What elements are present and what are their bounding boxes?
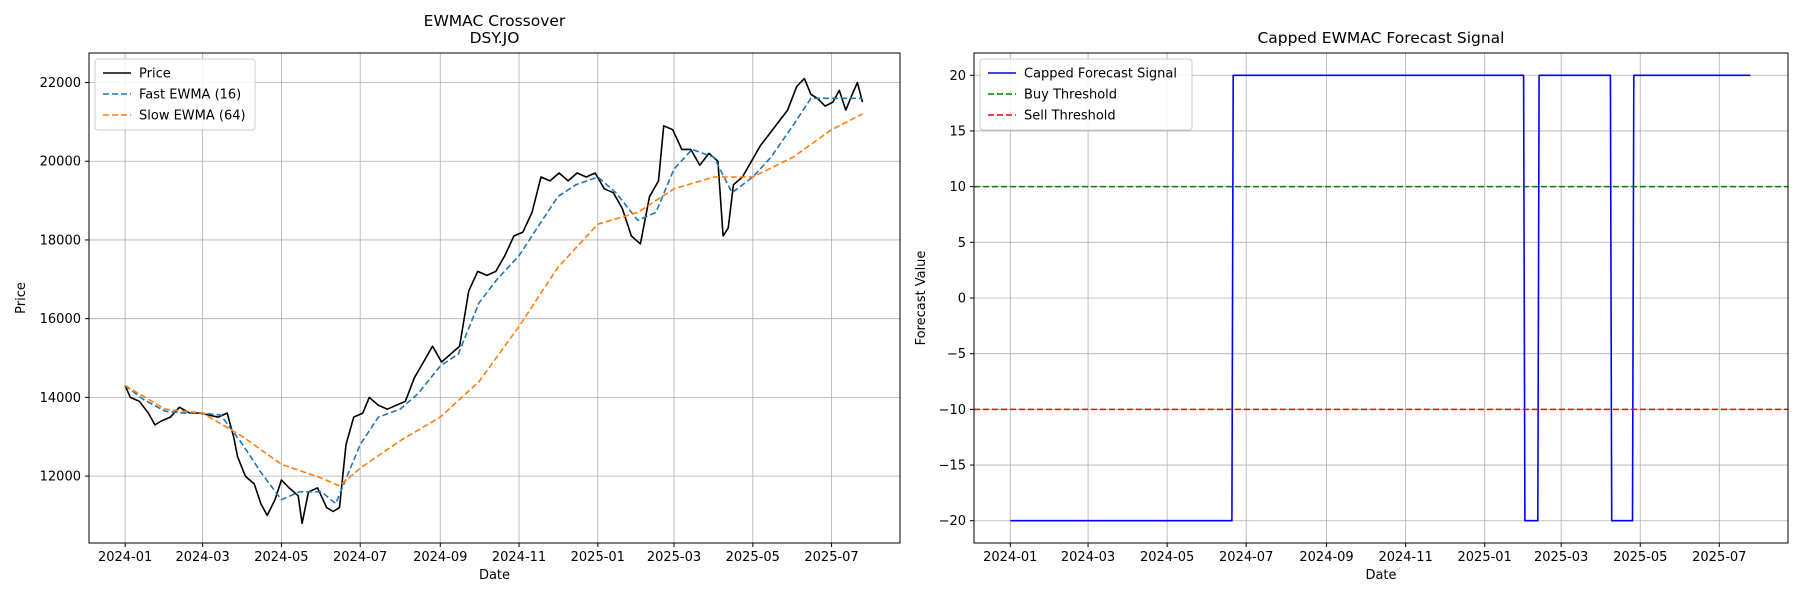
chart-title: EWMAC Crossover (424, 12, 566, 30)
plot-area (974, 74, 1788, 522)
x-tick-label: 2024-11 (1378, 550, 1432, 565)
x-tick-label: 2024-01 (98, 550, 152, 565)
series-slow-ewma-64 (124, 113, 863, 487)
chart-2: 2024-01 2024-03 2024-05 2024-07 2024-09 2024-… (914, 29, 1789, 583)
y-tick-label: −10 (939, 403, 966, 418)
x-tick-label: 2024-03 (175, 550, 229, 565)
x-tick-label: 2025-05 (726, 550, 780, 565)
y-axis-label: Price (14, 282, 29, 314)
x-axis-label: Date (1365, 568, 1396, 583)
y-tick-label: 0 (958, 292, 966, 307)
series-price (124, 77, 864, 525)
series-capped-forecast-signal (1010, 74, 1751, 522)
y-tick-label: 14000 (40, 391, 81, 406)
y-axis-label: Forecast Value (914, 251, 929, 346)
chart-subtitle: DSY.JO (470, 29, 520, 47)
legend: Capped Forecast Signal Buy Threshold Sell … (979, 58, 1193, 131)
y-tick-label: 18000 (40, 233, 81, 248)
x-tick-label: 2025-01 (571, 550, 625, 565)
x-tick-label: 2024-05 (254, 550, 308, 565)
y-tick-label: 22000 (40, 76, 81, 91)
x-tick-label: 2024-01 (983, 550, 1037, 565)
x-tick-label: 2025-03 (1534, 550, 1588, 565)
y-tick-label: 5 (958, 236, 966, 251)
x-tick-label: 2024-09 (1299, 550, 1353, 565)
y-tick-label: 12000 (40, 470, 81, 485)
x-tick-label: 2024-09 (413, 550, 467, 565)
legend-box (979, 58, 1193, 131)
x-tick-label: 2025-03 (647, 550, 701, 565)
x-tick-label: 2025-01 (1458, 550, 1512, 565)
legend-label-slow-ewma-64: Slow EWMA (64) (139, 109, 246, 124)
y-tick-label: −5 (947, 347, 966, 362)
x-tick-label: 2024-07 (1219, 550, 1273, 565)
x-tick-label: 2024-11 (492, 550, 546, 565)
legend-label-capped-forecast-signal: Capped Forecast Signal (1024, 67, 1177, 82)
legend-label-sell-threshold: Sell Threshold (1024, 109, 1116, 124)
x-tick-label: 2025-05 (1613, 550, 1667, 565)
x-tick-label: 2024-05 (1140, 550, 1194, 565)
y-tick-label: 16000 (40, 312, 81, 327)
legend-label-fast-ewma-16: Fast EWMA (16) (139, 88, 241, 103)
legend-label-price: Price (139, 67, 171, 82)
y-tick-label: 10 (949, 180, 966, 195)
legend-label-buy-threshold: Buy Threshold (1024, 88, 1117, 103)
x-tick-label: 2024-07 (333, 550, 387, 565)
y-tick-label: 20 (949, 69, 966, 84)
legend-box (94, 58, 256, 131)
x-axis-label: Date (479, 568, 510, 583)
chart-title: Capped EWMAC Forecast Signal (1257, 29, 1504, 47)
grid (89, 53, 900, 543)
x-tick-label: 2024-03 (1061, 550, 1115, 565)
plot-area (124, 77, 864, 525)
series-fast-ewma-16 (124, 97, 863, 505)
y-tick-label: 15 (949, 124, 966, 139)
y-tick-label: 20000 (40, 155, 81, 170)
chart-1: 2024-01 2024-03 2024-05 2024-07 2024-09 2024-… (14, 12, 901, 583)
y-tick-label: −20 (939, 514, 966, 529)
legend: Price Fast EWMA (16) Slow EWMA (64) (94, 58, 256, 131)
x-tick-label: 2025-07 (804, 550, 858, 565)
y-tick-label: −15 (939, 459, 966, 474)
axes-frame (88, 52, 901, 544)
x-tick-label: 2025-07 (1692, 550, 1746, 565)
